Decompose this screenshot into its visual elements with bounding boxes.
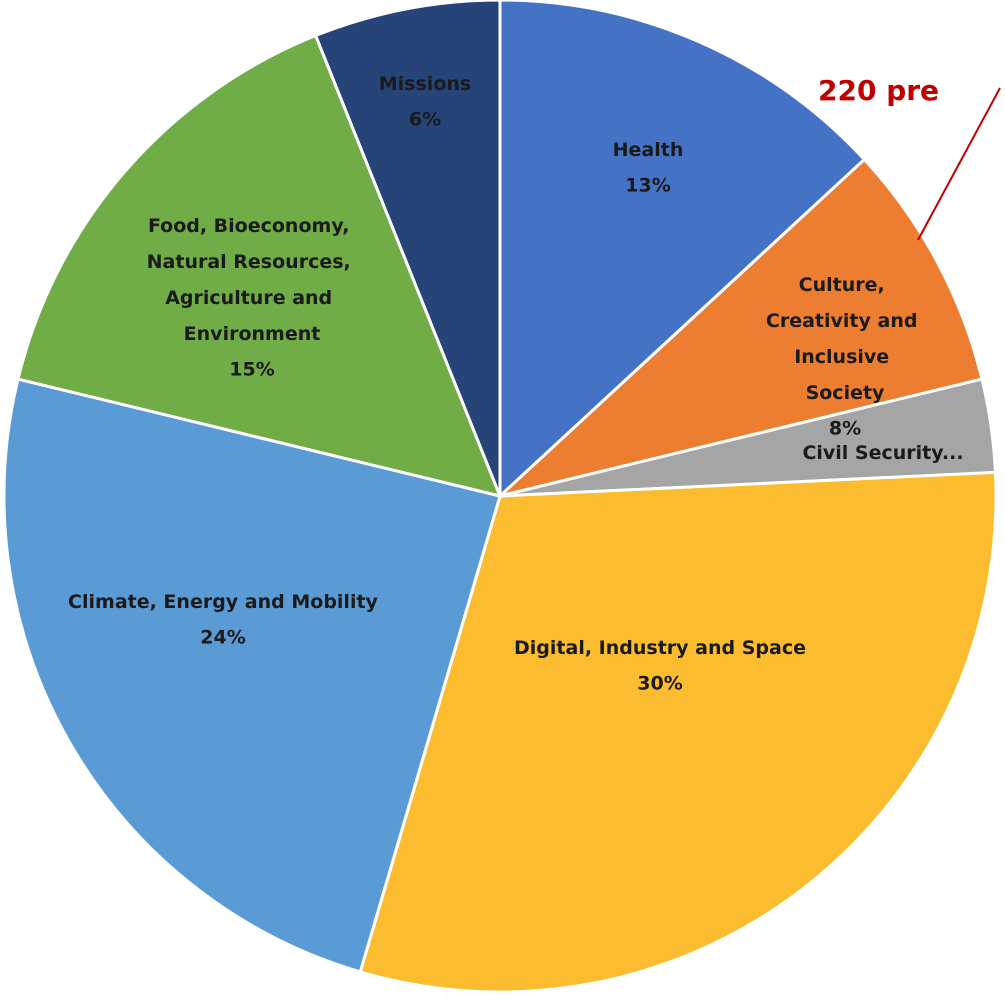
slice-label: Health [613, 139, 684, 161]
annotation-arrow [917, 87, 1001, 241]
pie-slice [16, 33, 503, 499]
pie-slice [494, 157, 984, 499]
slice-label: Climate, Energy and Mobility [68, 591, 378, 613]
slice-label: Civil Security... [802, 442, 963, 464]
slice-label: Missions [379, 73, 471, 95]
pie-slice [2, 377, 502, 974]
pie-slice [498, 0, 867, 500]
slice-value-label: 30% [637, 673, 682, 695]
slice-value-label: 8% [829, 418, 861, 440]
slice-value-label: 13% [625, 175, 670, 197]
pie-slice [358, 470, 998, 994]
slice-value-label: 15% [229, 359, 274, 381]
slice-value-label: 6% [409, 109, 441, 131]
pie-slice [313, 0, 502, 497]
slice-value-label: 24% [200, 627, 245, 649]
slice-label: Digital, Industry and Space [514, 637, 806, 659]
annotation: 220 pre [818, 74, 939, 107]
slice-label: Culture, Creativity and Inclusive Societ… [766, 274, 924, 404]
slice-label: Food, Bioeconomy, Natural Resources, Agr… [147, 215, 358, 345]
